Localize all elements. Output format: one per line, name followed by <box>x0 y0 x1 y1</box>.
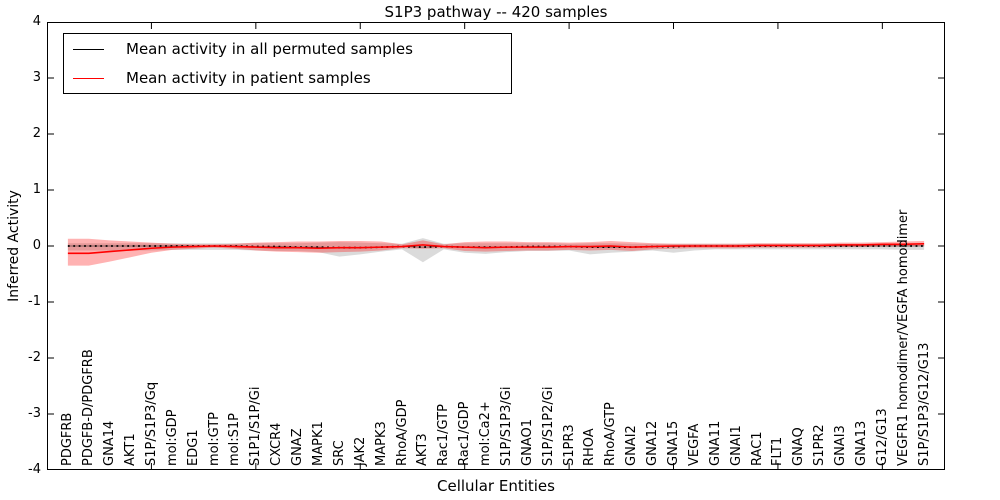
patient-line-swatch <box>73 77 104 79</box>
x-tick-label: mol:Ca2+ <box>478 401 494 466</box>
x-tick-label: G12/G13 <box>874 408 890 466</box>
y-tick-label: -4 <box>28 462 41 477</box>
x-tick-label: GNAI3 <box>833 425 849 466</box>
x-tick-label: EDG1 <box>185 429 201 466</box>
x-tick-label: mol:S1P <box>227 413 243 466</box>
x-tick-label: GNAZ <box>290 428 306 466</box>
legend-label: Mean activity in patient samples <box>126 69 371 87</box>
x-tick-label: GNAO1 <box>519 419 535 466</box>
x-tick-label: CXCR4 <box>269 422 285 466</box>
x-tick-label: RhoA/GDP <box>394 399 410 466</box>
x-tick-label: GNA15 <box>666 420 681 466</box>
x-tick-label: RAC1 <box>749 431 765 466</box>
x-tick-label: GNA14 <box>102 420 118 466</box>
x-tick-label: Rac1/GTP <box>436 404 452 466</box>
x-tick-label: S1P/S1P2/Gi <box>540 386 556 466</box>
x-tick-label: GNAI1 <box>728 425 744 466</box>
legend: Mean activity in all permuted samples Me… <box>63 33 512 94</box>
x-tick-label: GNA11 <box>707 420 723 466</box>
x-tick-label: MAPK3 <box>373 421 389 466</box>
x-tick-label: S1P/S1P3/Gi <box>498 386 514 466</box>
x-tick-label: mol:GTP <box>206 412 222 466</box>
y-tick-label: -1 <box>28 294 41 309</box>
y-tick-label: 4 <box>32 14 41 29</box>
permuted-samples-range <box>67 238 925 263</box>
x-tick-label: RhoA/GTP <box>603 402 619 466</box>
y-tick-label: 3 <box>32 70 41 85</box>
x-tick-label: PDGFB-D/PDGFRB <box>81 349 97 466</box>
x-tick-label: AKT3 <box>415 433 431 466</box>
x-tick-label: MAPK1 <box>310 421 326 466</box>
x-tick-label: AKT1 <box>123 433 139 466</box>
y-tick-label: 1 <box>32 182 41 197</box>
x-tick-label: S1P/S1P3/Gq <box>143 381 159 466</box>
y-tick-label: -2 <box>28 350 41 365</box>
x-tick-label: VEGFA <box>686 423 702 466</box>
legend-item-permuted: Mean activity in all permuted samples <box>64 35 511 63</box>
x-tick-label: mol:GDP <box>164 409 180 466</box>
x-tick-label: FLT1 <box>770 436 786 466</box>
x-tick-label: GNA13 <box>853 420 869 466</box>
chart-canvas <box>47 22 945 470</box>
x-tick-label: S1P1/S1P/Gi <box>248 386 264 466</box>
legend-label: Mean activity in all permuted samples <box>126 40 413 58</box>
y-tick-label: 0 <box>32 238 41 253</box>
legend-item-patient: Mean activity in patient samples <box>64 64 511 92</box>
chart-title: S1P3 pathway -- 420 samples <box>384 3 608 21</box>
x-tick-label: RHOA <box>582 428 598 466</box>
y-tick-label: -3 <box>28 406 41 421</box>
x-tick-label: S1PR3 <box>561 424 577 466</box>
x-tick-label: S1PR2 <box>812 424 828 466</box>
x-axis-label: Cellular Entities <box>437 477 555 495</box>
x-tick-label: GNAI2 <box>624 425 640 466</box>
permuted-line-swatch <box>73 48 104 50</box>
x-tick-label: Rac1/GDP <box>457 401 473 466</box>
x-tick-label: PDGFRB <box>60 412 76 466</box>
x-tick-label: VEGFR1 homodimer/VEGFA homodimer <box>895 209 911 466</box>
x-tick-label: GNA12 <box>645 420 661 466</box>
x-tick-label: JAK2 <box>352 436 368 466</box>
x-tick-label: S1P/S1P3/G12/G13 <box>916 342 932 466</box>
x-tick-label: SRC <box>331 440 347 466</box>
y-tick-label: 2 <box>32 126 41 141</box>
x-tick-label: GNAQ <box>791 427 807 466</box>
patient-mean-line <box>67 242 925 255</box>
